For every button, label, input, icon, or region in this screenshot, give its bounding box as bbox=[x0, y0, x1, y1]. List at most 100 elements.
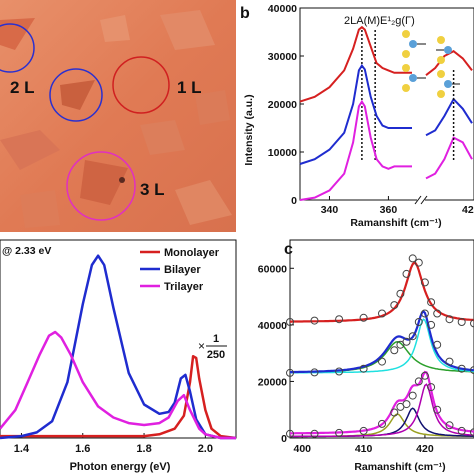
flake bbox=[80, 160, 128, 205]
fit-envelope-1 bbox=[290, 309, 474, 374]
flake bbox=[60, 80, 95, 110]
particle bbox=[119, 177, 125, 183]
data-point-c bbox=[420, 371, 429, 380]
scale-mult: × bbox=[198, 339, 205, 353]
label-3l: 3 L bbox=[140, 180, 165, 199]
data-point-c bbox=[408, 332, 417, 341]
data-point-c bbox=[414, 318, 423, 326]
data-point-c bbox=[335, 367, 344, 376]
data-point-c bbox=[390, 301, 399, 310]
data-point-c bbox=[408, 391, 417, 400]
fit-bilayer-comp2 bbox=[290, 318, 474, 374]
fit-envelope-0 bbox=[290, 261, 474, 323]
data-point-c bbox=[420, 278, 429, 287]
x-tick-label-b: 42 bbox=[462, 204, 474, 216]
data-point-c bbox=[457, 318, 466, 326]
x-tick-label-pl: 2.0 bbox=[198, 443, 213, 455]
optical-image-panel: 2 L 1 L 3 L bbox=[0, 0, 236, 232]
data-point-c bbox=[470, 366, 474, 375]
plot-area-pl: 1.4 1.6 1.8 2.0 bbox=[0, 239, 237, 455]
raman-chart-b: b Intensity (a.u.) Ramanshift (cm⁻¹) 0 10… bbox=[240, 3, 474, 229]
circle-2l bbox=[49, 68, 103, 122]
data-point-c bbox=[408, 254, 417, 263]
y-tick-label-b: 40000 bbox=[268, 3, 297, 15]
series-line-b-right-0 bbox=[425, 50, 473, 76]
legend-pl: Monolayer Bilayer Trilayer bbox=[140, 247, 220, 293]
fit-envelope-2 bbox=[290, 370, 474, 435]
fit-trilayer-comp3 bbox=[290, 383, 474, 438]
data-point-c bbox=[359, 364, 368, 373]
series-line-pl-monolayer bbox=[0, 354, 237, 440]
plot-frame-c bbox=[289, 239, 474, 439]
flake bbox=[20, 190, 60, 228]
x-axis-label-pl: Photon energy (eV) bbox=[70, 461, 171, 473]
data-point-c bbox=[310, 368, 319, 377]
flake bbox=[140, 120, 185, 155]
x-tick-label-b: 360 bbox=[380, 204, 398, 216]
y-tick-label-b: 20000 bbox=[268, 99, 297, 111]
y-tick-label-c: 0 bbox=[281, 433, 287, 445]
x-tick-label-pl: 1.8 bbox=[136, 443, 151, 455]
data-point-c bbox=[286, 429, 294, 438]
plot-frame-pl bbox=[0, 239, 237, 439]
data-point-c bbox=[335, 315, 344, 324]
scale-factor: × 1 250 bbox=[198, 333, 227, 361]
data-point-c bbox=[470, 428, 474, 437]
excitation-label: @ 2.33 eV bbox=[2, 245, 51, 257]
x-tick-label-pl: 1.6 bbox=[75, 443, 90, 455]
series-line-b-2 bbox=[299, 99, 412, 201]
y-tick-label-c: 20000 bbox=[258, 376, 287, 388]
legend-trilayer: Trilayer bbox=[164, 281, 204, 293]
flake bbox=[100, 15, 130, 42]
circle-2l-left bbox=[0, 23, 35, 73]
x-axis-label-c: Ramanshift (cm⁻¹) bbox=[354, 461, 445, 473]
label-1l: 1 L bbox=[177, 78, 202, 97]
data-point-c bbox=[390, 408, 399, 417]
x-tick-label-c: 400 bbox=[294, 443, 312, 455]
data-point-c bbox=[414, 377, 423, 386]
x-axis-label-b: Ramanshift (cm⁻¹) bbox=[350, 217, 441, 229]
scale-numerator: 1 bbox=[213, 333, 219, 345]
y-tick-label-b: 10000 bbox=[268, 147, 297, 159]
data-point-c bbox=[378, 309, 386, 318]
flake bbox=[0, 18, 35, 50]
plot-area-c: 0 20000 40000 60000 400 410 420 bbox=[258, 239, 474, 455]
circle-3l bbox=[66, 151, 136, 221]
series-line-b-right-2 bbox=[425, 136, 473, 180]
label-2l: 2 L bbox=[10, 78, 35, 97]
scale-denominator: 250 bbox=[207, 349, 225, 361]
legend-bilayer: Bilayer bbox=[164, 264, 201, 276]
flake bbox=[175, 180, 232, 225]
y-tick-label-c: 40000 bbox=[258, 320, 287, 332]
data-point-c bbox=[390, 346, 399, 355]
y-tick-label-c: 60000 bbox=[258, 263, 287, 275]
data-point-c bbox=[286, 368, 294, 377]
data-point-c bbox=[310, 316, 319, 325]
plot-frame-b bbox=[299, 7, 474, 201]
data-point-c bbox=[359, 426, 368, 435]
data-point-c bbox=[445, 357, 454, 366]
flake bbox=[195, 90, 230, 125]
raman-fit-chart-c: c Ramanshift (cm⁻¹) 0 20000 40000 60000 400 4… bbox=[258, 239, 474, 473]
fit-monolayer bbox=[290, 261, 474, 323]
data-point-c bbox=[414, 258, 423, 267]
data-point-c bbox=[402, 269, 411, 278]
axis-break-b bbox=[417, 195, 425, 205]
x-tick-label-c: 420 bbox=[416, 443, 434, 455]
data-point-c bbox=[378, 419, 386, 428]
data-point-c bbox=[420, 309, 429, 318]
data-point-c bbox=[427, 383, 436, 392]
data-point-c bbox=[445, 421, 454, 430]
data-point-c bbox=[402, 337, 411, 346]
vibration-mode-schematic bbox=[402, 30, 460, 98]
y-axis-label-b: Intensity (a.u.) bbox=[243, 94, 255, 165]
data-point-c bbox=[433, 405, 442, 414]
flake bbox=[160, 10, 215, 50]
x-tick-label-c: 410 bbox=[355, 443, 373, 455]
data-point-c bbox=[457, 364, 466, 373]
data-point-c bbox=[310, 429, 319, 438]
series-line-pl-bilayer bbox=[0, 254, 236, 440]
series-line-b-right-1 bbox=[425, 97, 473, 137]
pl-chart: @ 2.33 eV Photon energy (eV) 1.4 1.6 1.8 2.… bbox=[0, 239, 237, 473]
x-tick-label-pl: 1.4 bbox=[14, 443, 30, 455]
